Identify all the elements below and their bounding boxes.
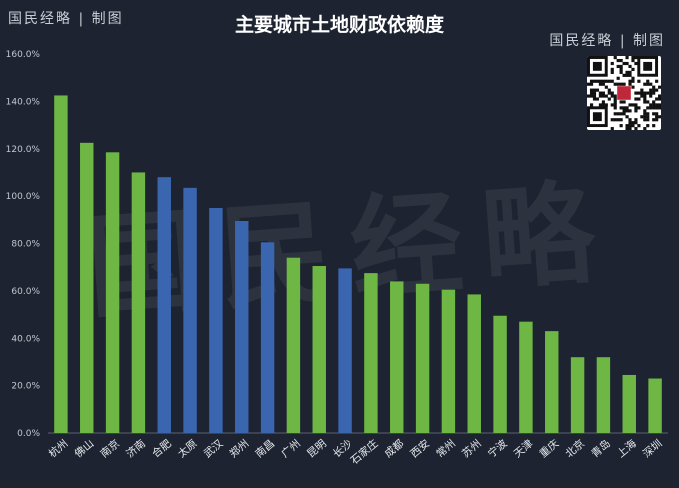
bar-14: [390, 281, 404, 433]
x-tick-label: 苏州: [459, 437, 483, 460]
bar-3: [105, 152, 120, 433]
y-tick-label: 140.0%: [6, 97, 41, 107]
bar-11: [312, 266, 326, 433]
x-tick-label: 杭州: [46, 437, 70, 460]
x-tick-label: 青岛: [589, 437, 613, 460]
x-tick-label: 石家庄: [348, 437, 380, 467]
x-tick-label: 昆明: [305, 438, 329, 461]
brand-label-top-right: 国民经略 | 制图: [549, 33, 665, 49]
x-tick-label: 合肥: [149, 437, 174, 461]
bar-21: [570, 357, 585, 433]
x-tick-label: 重庆: [537, 437, 562, 461]
x-tick-label: 郑州: [227, 437, 251, 460]
bar-18: [493, 315, 507, 433]
y-tick-label: 60.0%: [11, 287, 40, 297]
x-tick-label: 成都: [383, 437, 407, 460]
y-tick-label: 160.0%: [6, 50, 41, 60]
x-tick-label: 深圳: [641, 438, 665, 461]
y-tick-label: 100.0%: [6, 192, 41, 202]
bar-15: [415, 283, 430, 433]
x-tick-label: 太原: [175, 437, 199, 460]
x-tick-label: 广州: [279, 438, 303, 461]
bar-23: [622, 374, 636, 433]
bar-1: [54, 95, 68, 433]
y-tick-label: 0.0%: [17, 429, 40, 439]
y-tick-label: 40.0%: [11, 334, 40, 344]
bar-16: [441, 289, 456, 433]
bar-5: [157, 177, 171, 433]
bar-6: [183, 187, 197, 433]
bar-20: [545, 331, 559, 433]
x-tick-label: 南京: [98, 437, 122, 460]
bar-24: [648, 378, 662, 433]
x-tick-label: 宁波: [485, 437, 510, 461]
bar-2: [80, 142, 94, 433]
bar-17: [467, 294, 481, 433]
chart-title: 主要城市土地财政依赖度: [234, 14, 444, 36]
bar-13: [364, 273, 378, 433]
x-tick-label: 天津: [512, 437, 536, 460]
x-tick-label: 常州: [434, 437, 458, 460]
bar-12: [338, 268, 352, 433]
x-tick-label: 济南: [124, 437, 148, 460]
x-tick-label: 武汉: [201, 437, 226, 461]
bar-10: [286, 257, 301, 433]
x-tick-label: 西安: [408, 437, 432, 460]
bar-22: [596, 357, 611, 433]
y-tick-label: 80.0%: [11, 240, 40, 250]
bar-9: [260, 242, 275, 433]
bar-7: [209, 207, 223, 433]
brand-label-top-left: 国民经略 | 制图: [8, 11, 124, 27]
bar-19: [519, 321, 533, 433]
x-tick-label: 南昌: [253, 437, 277, 460]
x-tick-label: 佛山: [72, 437, 96, 460]
x-tick-label: 上海: [614, 437, 639, 461]
bar-4: [131, 172, 146, 433]
qr-code-icon: [587, 56, 661, 130]
y-tick-label: 120.0%: [6, 145, 41, 155]
bar-8: [235, 220, 249, 433]
x-tick-label: 北京: [563, 437, 587, 460]
y-tick-label: 20.0%: [11, 382, 40, 392]
